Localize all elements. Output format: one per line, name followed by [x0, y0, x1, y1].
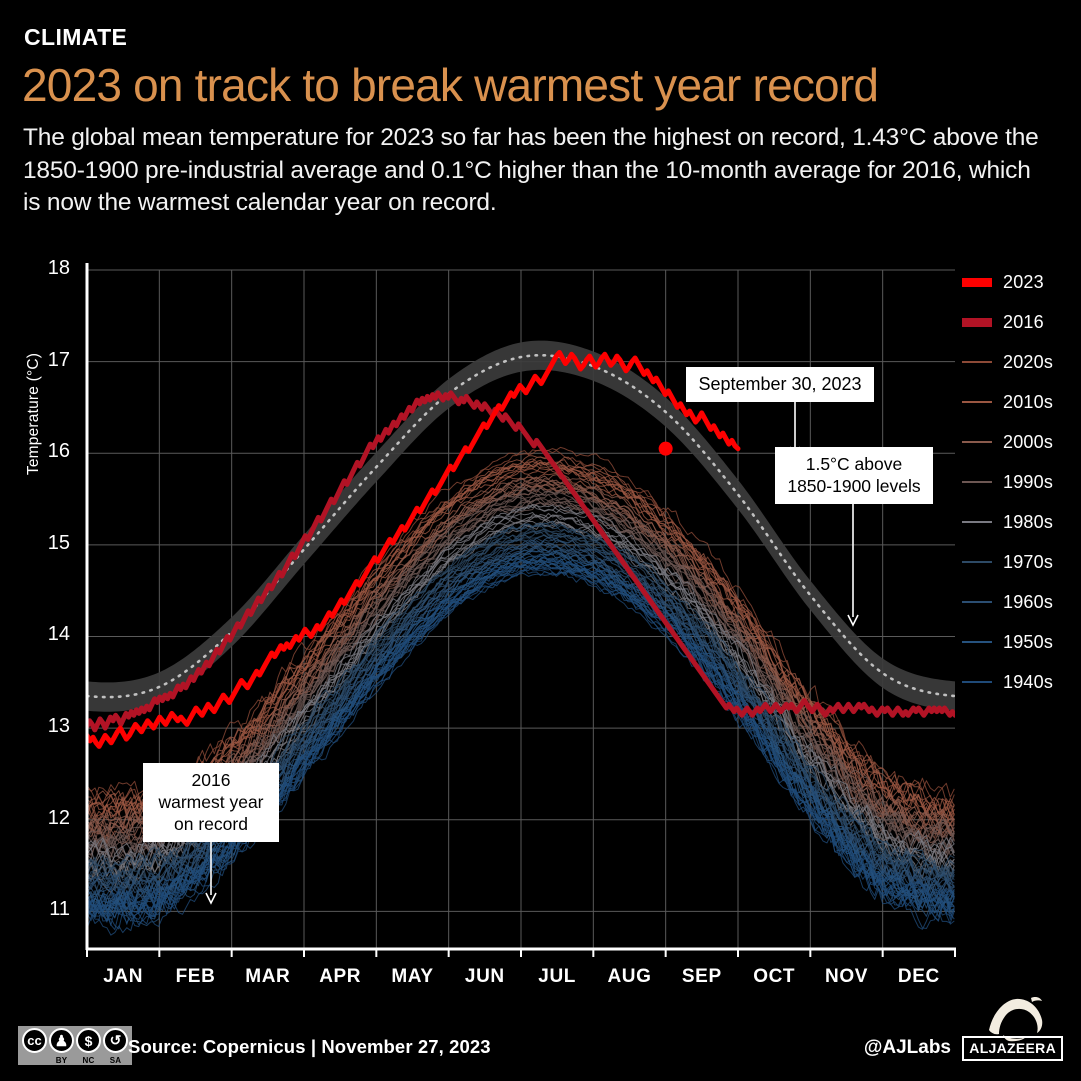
- y-tick-label: 15: [47, 531, 70, 554]
- legend-swatch-icon: [962, 561, 992, 563]
- x-tick-label-dec: DEC: [897, 966, 940, 987]
- legend-label: 1940s: [1003, 671, 1054, 692]
- legend-label: 1980s: [1003, 511, 1054, 532]
- x-tick-label-may: MAY: [391, 966, 434, 987]
- legend-swatch-icon: [962, 441, 992, 443]
- legend-label: 1990s: [1003, 471, 1054, 492]
- x-tick-label-sep: SEP: [681, 966, 722, 987]
- legend-item-1970s[interactable]: 1970s: [962, 542, 1081, 582]
- y-tick-label: 18: [47, 257, 70, 279]
- legend-swatch-icon: [962, 401, 992, 403]
- legend-swatch-icon: [962, 277, 992, 287]
- x-tick-label-jul: JUL: [538, 966, 577, 987]
- y-tick-label: 13: [47, 715, 70, 738]
- legend-label: 2010s: [1003, 391, 1054, 412]
- legend-swatch-icon: [962, 361, 992, 363]
- annotation-1-5-degrees: 1.5°C above 1850-1900 levels: [775, 447, 933, 504]
- aljazeera-calligraphy-logo: [989, 997, 1043, 1042]
- legend-label: 1950s: [1003, 631, 1054, 652]
- x-tick-label-mar: MAR: [245, 966, 291, 987]
- y-tick-label: 17: [47, 348, 70, 371]
- aljazeera-wordmark: ALJAZEERA: [962, 1036, 1063, 1061]
- footer-bar: cc ♟ BY $ NC ↺ SA Source: Copernicus | N…: [0, 997, 1081, 1081]
- legend-label: 2000s: [1003, 431, 1054, 452]
- cc-icon-glyph: cc: [27, 1033, 42, 1048]
- legend-label: 1970s: [1003, 551, 1054, 572]
- aj-labs-handle: @AJLabs: [863, 1037, 951, 1058]
- x-tick-label-feb: FEB: [175, 966, 216, 987]
- x-tick-label-aug: AUG: [607, 966, 652, 987]
- x-tick-label-nov: NOV: [825, 966, 868, 987]
- annotation-september-30: September 30, 2023: [686, 367, 874, 402]
- x-tick-label-apr: APR: [319, 966, 362, 987]
- legend-item-2020s[interactable]: 2020s: [962, 342, 1081, 382]
- y-tick-label: 16: [47, 440, 70, 463]
- cc-nc-label: NC: [82, 1056, 95, 1065]
- source-credit: Source: Copernicus | November 27, 2023: [128, 1036, 491, 1057]
- legend-swatch-icon: [962, 641, 992, 643]
- legend-item-2023[interactable]: 2023: [962, 262, 1081, 302]
- legend-swatch-icon: [962, 317, 992, 327]
- legend-item-1990s[interactable]: 1990s: [962, 462, 1081, 502]
- y-tick-label: 11: [49, 898, 70, 921]
- legend-item-1940s[interactable]: 1940s: [962, 662, 1081, 702]
- legend-item-2016[interactable]: 2016: [962, 302, 1081, 342]
- legend-item-2000s[interactable]: 2000s: [962, 422, 1081, 462]
- legend-item-1980s[interactable]: 1980s: [962, 502, 1081, 542]
- legend-swatch-icon: [962, 481, 992, 483]
- legend-item-1950s[interactable]: 1950s: [962, 622, 1081, 662]
- legend-swatch-icon: [962, 681, 992, 683]
- chart-container: Temperature (°C) 18 17 16 15 14 13 12 11 JAN FEB…: [0, 255, 1081, 995]
- cc-by-label: BY: [55, 1056, 68, 1065]
- legend-label: 2020s: [1003, 351, 1054, 372]
- x-tick-label-jan: JAN: [103, 966, 144, 987]
- legend-item-2010s[interactable]: 2010s: [962, 382, 1081, 422]
- creative-commons-badge: cc ♟ BY $ NC ↺ SA: [18, 1026, 132, 1065]
- legend-label: 1960s: [1003, 591, 1054, 612]
- legend-label: 2016: [1003, 311, 1044, 332]
- cc-icon: cc: [22, 1028, 47, 1053]
- legend-item-1960s[interactable]: 1960s: [962, 582, 1081, 622]
- x-tick-label-jun: JUN: [464, 966, 505, 987]
- subtitle-text: The global mean temperature for 2023 so …: [23, 124, 1039, 216]
- y-tick-label: 12: [47, 806, 70, 829]
- legend-swatch-icon: [962, 601, 992, 603]
- cc-sa-icon: ↺ SA: [103, 1028, 128, 1065]
- cc-nc-icon: $ NC: [76, 1028, 101, 1065]
- kicker-label: CLIMATE: [24, 24, 128, 50]
- chart-plot: [85, 263, 956, 957]
- chart-legend: 2023 2016 2020s 2010s 2000s 1990s 1980s 1970s 19…: [962, 262, 1081, 702]
- cc-sa-label: SA: [109, 1056, 122, 1065]
- x-tick-label-oct: OCT: [753, 966, 796, 987]
- cc-by-icon: ♟ BY: [49, 1028, 74, 1065]
- y-tick-label: 14: [47, 623, 70, 646]
- legend-swatch-icon: [962, 521, 992, 523]
- annotation-2016-warmest: 2016 warmest year on record: [143, 763, 279, 842]
- legend-label: 2023: [1003, 271, 1044, 292]
- page-title: 2023 on track to break warmest year reco…: [22, 59, 879, 111]
